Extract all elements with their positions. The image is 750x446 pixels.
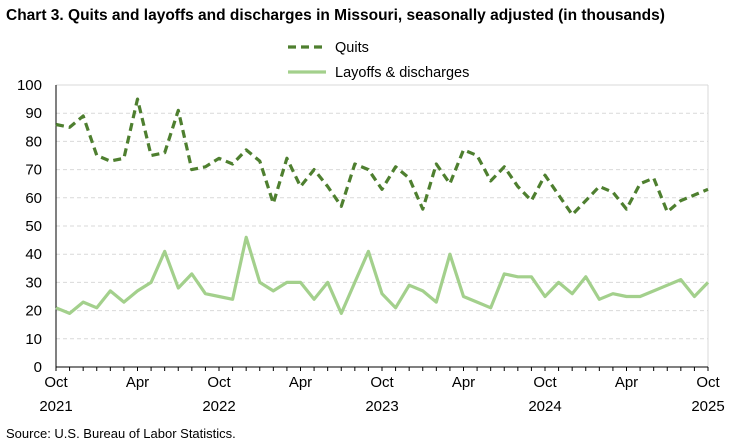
y-tick-label: 0	[34, 359, 42, 376]
legend-label: Quits	[335, 40, 369, 56]
y-tick-label: 10	[25, 331, 42, 348]
legend-label: Layoffs & discharges	[335, 65, 469, 81]
x-tick-label: Apr	[615, 374, 638, 391]
source-note: Source: U.S. Bureau of Labor Statistics.	[6, 426, 236, 441]
y-tick-label: 80	[25, 133, 42, 150]
x-tick-label: Oct	[696, 374, 720, 391]
x-tick-label: Oct	[533, 374, 557, 391]
series-line-layoffs-discharges	[55, 235, 710, 315]
y-tick-label: 70	[25, 162, 42, 179]
x-tick-year: 2022	[202, 398, 235, 415]
y-tick-label: 30	[25, 274, 42, 291]
x-tick-label: Apr	[452, 374, 475, 391]
x-tick-label: Apr	[289, 374, 312, 391]
chart-title: Chart 3. Quits and layoffs and discharge…	[6, 7, 665, 24]
y-tick-label: 20	[25, 303, 42, 320]
x-tick-year: 2023	[365, 398, 398, 415]
x-tick-year: 2024	[528, 398, 561, 415]
y-tick-label: 100	[17, 77, 42, 94]
x-tick-label: Oct	[370, 374, 394, 391]
x-tick-year: 2021	[39, 398, 72, 415]
x-tick-label: Oct	[44, 374, 68, 391]
y-tick-label: 90	[25, 105, 42, 122]
y-tick-label: 50	[25, 218, 42, 235]
x-tick-label: Oct	[207, 374, 231, 391]
x-tick-year: 2025	[691, 398, 724, 415]
y-tick-label: 40	[25, 246, 42, 263]
y-tick-label: 60	[25, 190, 42, 207]
x-tick-label: Apr	[126, 374, 149, 391]
series-line-quits	[55, 97, 709, 217]
